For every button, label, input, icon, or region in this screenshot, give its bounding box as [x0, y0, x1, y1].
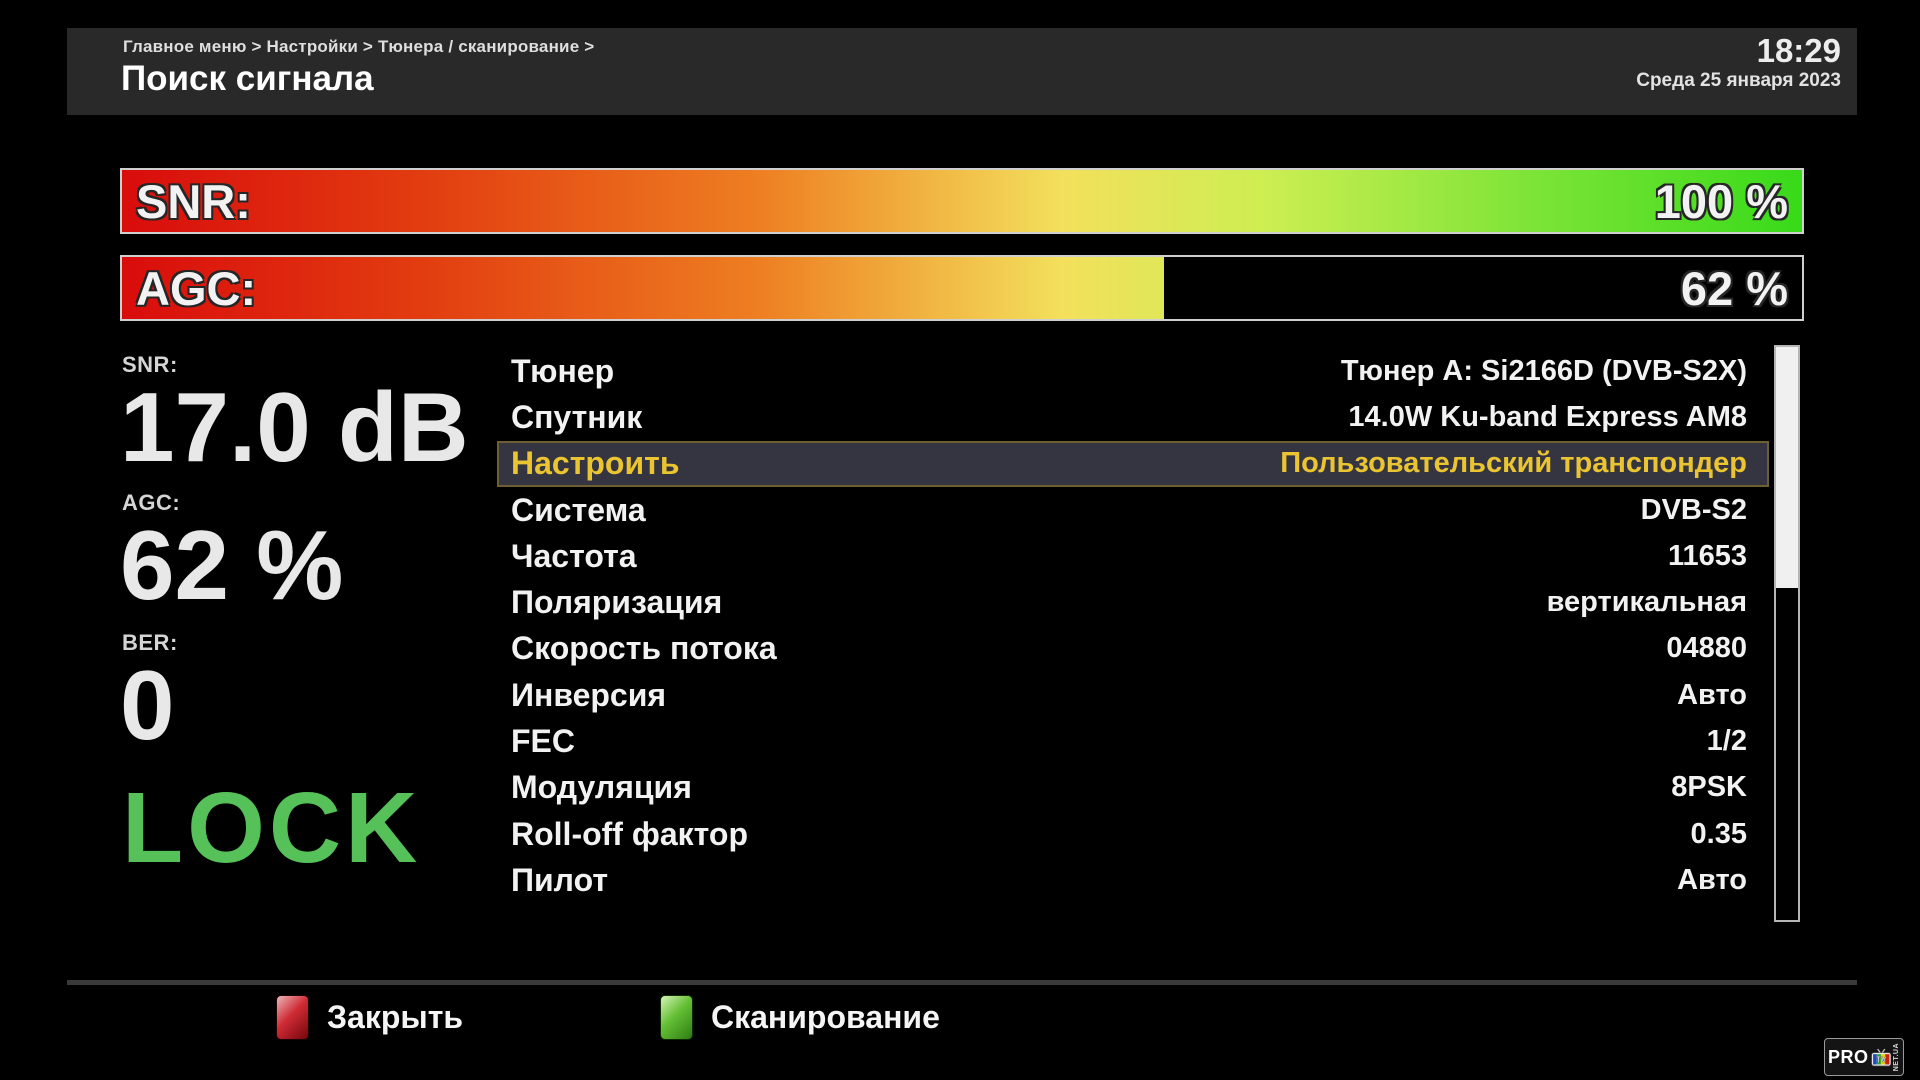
agc-progress-bar: AGC: 62 %	[120, 255, 1804, 321]
agc-bar-value: 62 %	[1680, 261, 1788, 315]
settings-row[interactable]: Пилот Авто	[497, 857, 1769, 903]
scan-button[interactable]: Сканирование	[660, 992, 940, 1042]
settings-list: Тюнер Тюнер A: Si2166D (DVB-S2X) Спутник 14…	[497, 348, 1769, 904]
setting-label: Спутник	[511, 398, 643, 435]
setting-label: Настроить	[511, 445, 680, 482]
setting-label: Система	[511, 491, 646, 528]
red-key-icon	[276, 994, 309, 1040]
agc-bar-label: AGC:	[136, 261, 257, 315]
snr-bar-label: SNR:	[136, 174, 251, 228]
scrollbar-thumb[interactable]	[1776, 347, 1798, 588]
setting-value: 14.0W Ku-band Express AM8	[1348, 400, 1747, 433]
agc-readout-label: AGC:	[122, 490, 181, 515]
setting-label: Тюнер	[511, 352, 615, 389]
scrollbar[interactable]	[1774, 345, 1800, 922]
snr-readout-label: SNR:	[122, 352, 178, 377]
settings-row[interactable]: Скорость потока 04880	[497, 626, 1769, 672]
snr-bar-value: 100 %	[1654, 174, 1788, 228]
page-title: Поиск сигнала	[121, 59, 374, 98]
setting-label: Частота	[511, 537, 637, 574]
setting-label: Поляризация	[511, 584, 723, 621]
protv-logo-text: PRO	[1828, 1046, 1869, 1067]
setting-label: FEC	[511, 723, 575, 760]
footer-divider	[67, 980, 1857, 985]
settings-row[interactable]: Поляризация вертикальная	[497, 579, 1769, 625]
svg-text:TV: TV	[1876, 1055, 1887, 1064]
tv-icon: TV	[1870, 1048, 1891, 1066]
settings-row[interactable]: Настроить Пользовательский транспондер	[497, 440, 1769, 487]
agc-readout-value: 62 %	[120, 510, 344, 620]
clock-time: 18:29	[1756, 32, 1841, 69]
settings-row[interactable]: FEC 1/2	[497, 718, 1769, 764]
agc-bar-fill	[122, 257, 1164, 319]
ber-readout-value: 0	[120, 650, 175, 760]
setting-value: Пользовательский транспондер	[1280, 447, 1747, 480]
green-key-icon	[660, 994, 693, 1040]
header: Главное меню > Настройки > Тюнера / скан…	[67, 28, 1857, 115]
setting-value: 1/2	[1706, 725, 1747, 758]
snr-progress-bar: SNR: 100 %	[120, 168, 1804, 234]
clock-date: Среда 25 января 2023	[1636, 69, 1841, 91]
settings-row[interactable]: Модуляция 8PSK	[497, 765, 1769, 811]
setting-value: 8PSK	[1671, 771, 1747, 804]
settings-row[interactable]: Инверсия Авто	[497, 672, 1769, 718]
close-button-label: Закрыть	[327, 998, 464, 1035]
setting-value: DVB-S2	[1640, 493, 1747, 526]
setting-label: Скорость потока	[511, 630, 777, 667]
ber-readout-label: BER:	[122, 630, 178, 655]
setting-value: 11653	[1667, 539, 1747, 572]
setting-value: Авто	[1677, 863, 1747, 896]
snr-bar-fill	[122, 170, 1802, 232]
settings-row[interactable]: Частота 11653	[497, 533, 1769, 579]
setting-value: 04880	[1666, 632, 1747, 665]
setting-label: Пилот	[511, 861, 608, 898]
settings-row[interactable]: Спутник 14.0W Ku-band Express AM8	[497, 394, 1769, 440]
protv-logo-domain: NET.UA	[1893, 1042, 1900, 1072]
setting-value: вертикальная	[1546, 586, 1747, 619]
setting-value: Тюнер A: Si2166D (DVB-S2X)	[1340, 354, 1747, 387]
setting-label: Модуляция	[511, 769, 692, 806]
settings-row[interactable]: Система DVB-S2	[497, 487, 1769, 533]
protv-logo: PRO TV NET.UA	[1824, 1038, 1904, 1076]
setting-label: Инверсия	[511, 676, 667, 713]
lock-status: LOCK	[122, 772, 422, 884]
snr-readout-value: 17.0 dB	[120, 372, 469, 482]
breadcrumb: Главное меню > Настройки > Тюнера / скан…	[123, 37, 595, 56]
setting-value: 0.35	[1690, 817, 1747, 850]
settings-row[interactable]: Roll-off фактор 0.35	[497, 811, 1769, 857]
settings-row[interactable]: Тюнер Тюнер A: Si2166D (DVB-S2X)	[497, 348, 1769, 394]
setting-value: Авто	[1677, 678, 1747, 711]
scan-button-label: Сканирование	[711, 998, 940, 1035]
setting-label: Roll-off фактор	[511, 815, 748, 852]
close-button[interactable]: Закрыть	[276, 992, 463, 1042]
clock: 18:29 Среда 25 января 2023	[1636, 32, 1841, 92]
